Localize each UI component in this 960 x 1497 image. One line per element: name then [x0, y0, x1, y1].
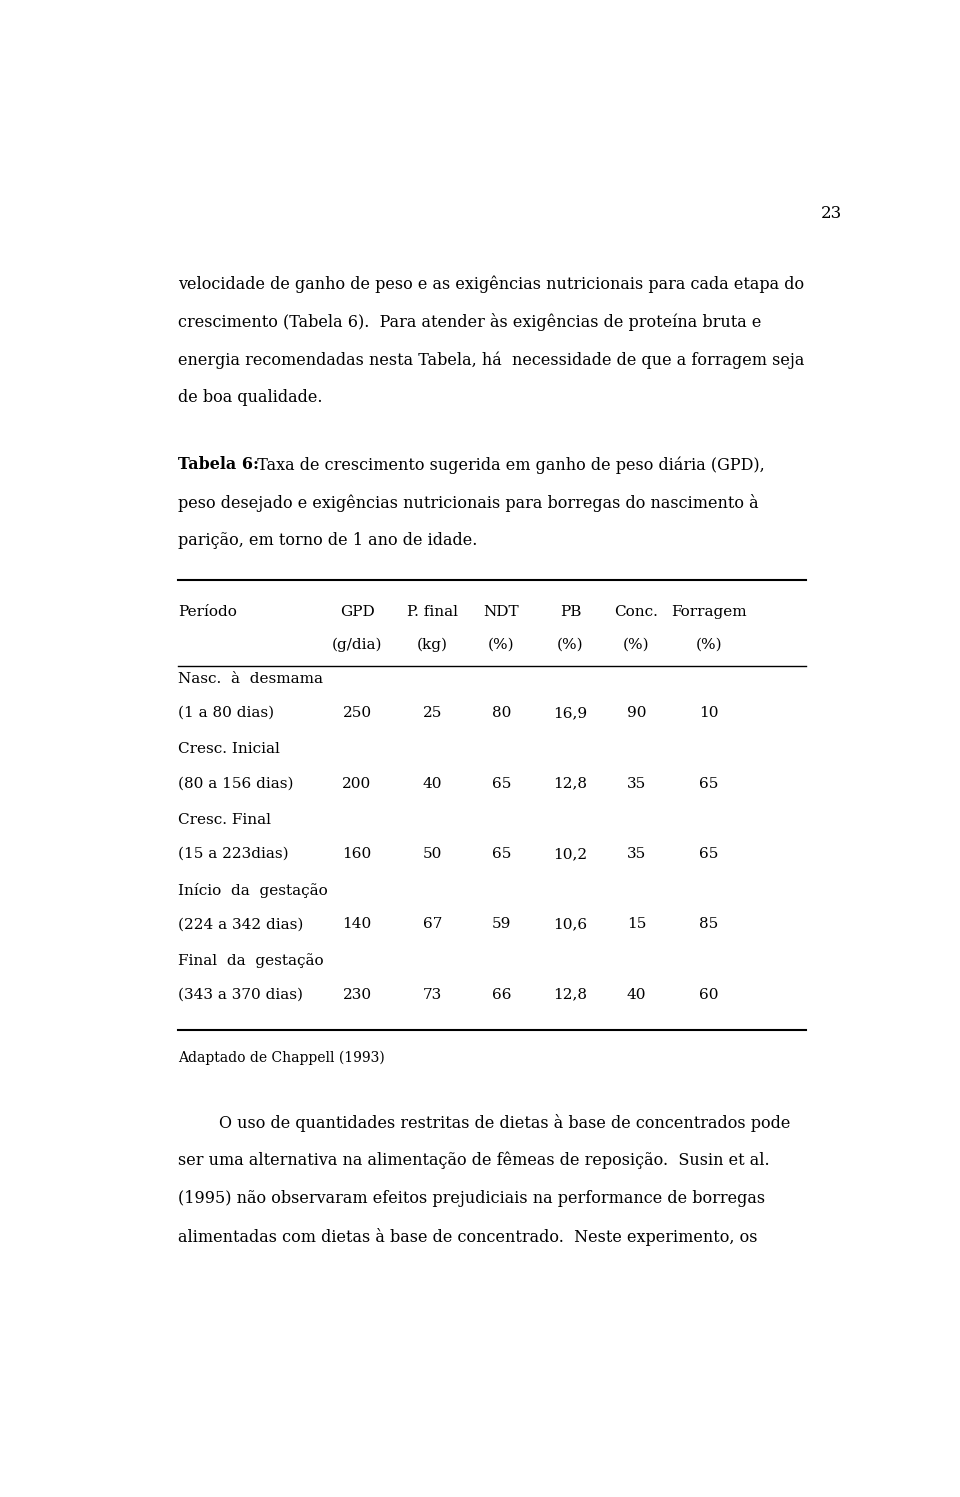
Text: (%): (%): [488, 638, 515, 651]
Text: 15: 15: [627, 918, 646, 931]
Text: peso desejado e exigências nutricionais para borregas do nascimento à: peso desejado e exigências nutricionais …: [179, 494, 758, 512]
Text: 59: 59: [492, 918, 511, 931]
Text: Nasc.  à  desmama: Nasc. à desmama: [179, 672, 324, 686]
Text: Início  da  gestação: Início da gestação: [179, 883, 328, 898]
Text: 85: 85: [699, 918, 718, 931]
Text: Conc.: Conc.: [614, 605, 659, 618]
Text: (343 a 370 dias): (343 a 370 dias): [179, 988, 303, 1001]
Text: Forragem: Forragem: [671, 605, 746, 618]
Text: Período: Período: [179, 605, 237, 618]
Text: Tabela 6:: Tabela 6:: [179, 457, 259, 473]
Text: 10,2: 10,2: [553, 847, 588, 861]
Text: (%): (%): [695, 638, 722, 651]
Text: (15 a 223dias): (15 a 223dias): [179, 847, 289, 861]
Text: 40: 40: [422, 777, 443, 790]
Text: (%): (%): [557, 638, 584, 651]
Text: 200: 200: [343, 777, 372, 790]
Text: 10: 10: [699, 707, 718, 720]
Text: 16,9: 16,9: [553, 707, 588, 720]
Text: Cresc. Final: Cresc. Final: [179, 813, 271, 826]
Text: parição, em torno de 1 ano de idade.: parição, em torno de 1 ano de idade.: [179, 533, 477, 549]
Text: de boa qualidade.: de boa qualidade.: [179, 389, 323, 406]
Text: energia recomendadas nesta Tabela, há  necessidade de que a forragem seja: energia recomendadas nesta Tabela, há ne…: [179, 352, 804, 368]
Text: (1995) não observaram efeitos prejudiciais na performance de borregas: (1995) não observaram efeitos prejudicia…: [179, 1190, 765, 1207]
Text: (80 a 156 dias): (80 a 156 dias): [179, 777, 294, 790]
Text: PB: PB: [560, 605, 581, 618]
Text: ser uma alternativa na alimentação de fêmeas de reposição.  Susin et al.: ser uma alternativa na alimentação de fê…: [179, 1151, 770, 1169]
Text: GPD: GPD: [340, 605, 374, 618]
Text: Adaptado de Chappell (1993): Adaptado de Chappell (1993): [179, 1051, 385, 1064]
Text: 35: 35: [627, 777, 646, 790]
Text: alimentadas com dietas à base de concentrado.  Neste experimento, os: alimentadas com dietas à base de concent…: [179, 1228, 757, 1246]
Text: 23: 23: [821, 205, 842, 222]
Text: 90: 90: [627, 707, 646, 720]
Text: 65: 65: [492, 847, 511, 861]
Text: 65: 65: [699, 847, 718, 861]
Text: 140: 140: [343, 918, 372, 931]
Text: (1 a 80 dias): (1 a 80 dias): [179, 707, 275, 720]
Text: (g/dia): (g/dia): [332, 638, 382, 651]
Text: 60: 60: [699, 988, 718, 1001]
Text: Final  da  gestação: Final da gestação: [179, 954, 324, 969]
Text: 50: 50: [422, 847, 442, 861]
Text: 73: 73: [422, 988, 442, 1001]
Text: 67: 67: [422, 918, 442, 931]
Text: 230: 230: [343, 988, 372, 1001]
Text: (%): (%): [623, 638, 650, 651]
Text: 10,6: 10,6: [553, 918, 588, 931]
Text: velocidade de ganho de peso e as exigências nutricionais para cada etapa do: velocidade de ganho de peso e as exigênc…: [179, 275, 804, 293]
Text: 65: 65: [492, 777, 511, 790]
Text: 65: 65: [699, 777, 718, 790]
Text: (kg): (kg): [417, 638, 448, 651]
Text: P. final: P. final: [407, 605, 458, 618]
Text: 12,8: 12,8: [554, 777, 588, 790]
Text: 40: 40: [627, 988, 646, 1001]
Text: crescimento (Tabela 6).  Para atender às exigências de proteína bruta e: crescimento (Tabela 6). Para atender às …: [179, 313, 761, 331]
Text: 250: 250: [343, 707, 372, 720]
Text: 25: 25: [422, 707, 442, 720]
Text: NDT: NDT: [484, 605, 519, 618]
Text: O uso de quantidades restritas de dietas à base de concentrados pode: O uso de quantidades restritas de dietas…: [179, 1114, 790, 1132]
Text: Taxa de crescimento sugerida em ganho de peso diária (GPD),: Taxa de crescimento sugerida em ganho de…: [247, 457, 764, 473]
Text: 160: 160: [343, 847, 372, 861]
Text: 80: 80: [492, 707, 511, 720]
Text: 35: 35: [627, 847, 646, 861]
Text: 66: 66: [492, 988, 511, 1001]
Text: 12,8: 12,8: [554, 988, 588, 1001]
Text: Cresc. Inicial: Cresc. Inicial: [179, 743, 280, 756]
Text: (224 a 342 dias): (224 a 342 dias): [179, 918, 303, 931]
